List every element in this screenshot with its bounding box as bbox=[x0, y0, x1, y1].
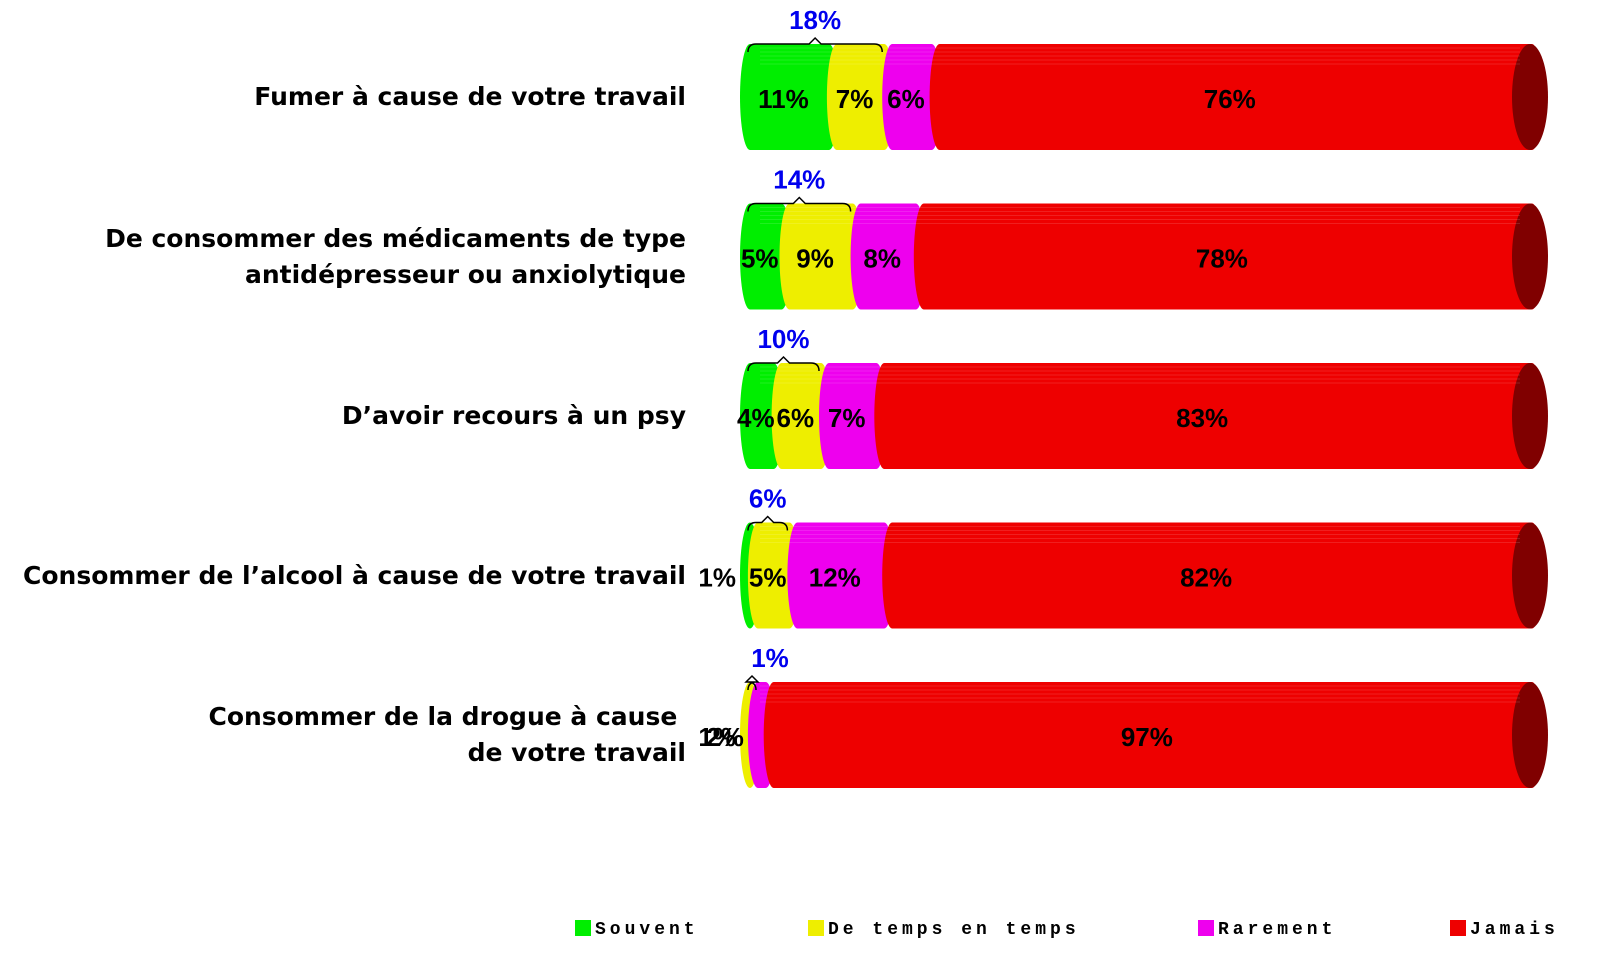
bar-segment bbox=[929, 44, 1542, 150]
segment-label: 5% bbox=[749, 562, 787, 592]
legend-swatch bbox=[1198, 920, 1214, 936]
bar-segment bbox=[882, 522, 1542, 629]
bar-segment bbox=[913, 203, 1542, 310]
total-label: 6% bbox=[749, 483, 787, 513]
category-label: De consommer des médicaments de type ant… bbox=[105, 223, 686, 289]
bar-segment bbox=[763, 682, 1542, 788]
segment-label: 83% bbox=[1176, 403, 1228, 433]
bar-end-cap bbox=[1512, 203, 1548, 310]
legend-swatch bbox=[808, 920, 824, 936]
legend-label: De temps en temps bbox=[828, 920, 1080, 940]
bar-segment bbox=[819, 363, 887, 469]
bar-segment bbox=[740, 363, 784, 469]
legend-swatch bbox=[575, 920, 591, 936]
segment-label: 4% bbox=[737, 403, 775, 433]
segment-label: 6% bbox=[887, 84, 925, 114]
bar-segment bbox=[747, 522, 800, 629]
segment-label: 97% bbox=[1121, 722, 1173, 752]
bar-segment bbox=[882, 44, 942, 150]
category-label: D’avoir recours à un psy bbox=[341, 401, 686, 430]
total-label: 1% bbox=[751, 643, 789, 673]
total-label: 10% bbox=[757, 324, 809, 354]
segment-label: 76% bbox=[1204, 84, 1256, 114]
segment-label: 11% bbox=[758, 84, 809, 114]
total-bracket bbox=[747, 515, 789, 531]
bar-segment bbox=[850, 203, 926, 310]
legend-swatch bbox=[1450, 920, 1466, 936]
category-label: Consommer de la drogue à cause de votre … bbox=[208, 702, 686, 767]
total-bracket bbox=[747, 355, 820, 372]
bar-segment bbox=[779, 203, 863, 310]
total-label: 14% bbox=[773, 164, 825, 194]
bar-end-cap bbox=[1512, 44, 1548, 150]
segment-label: 78% bbox=[1196, 243, 1248, 273]
total-bracket bbox=[747, 36, 883, 53]
category-label: Consommer de l’alcool à cause de votre t… bbox=[23, 560, 686, 590]
legend-label: Jamais bbox=[1470, 920, 1559, 940]
total-label: 18% bbox=[789, 5, 841, 35]
bar-segment bbox=[740, 203, 792, 310]
legend-label: Souvent bbox=[595, 920, 699, 940]
segment-label: 7% bbox=[836, 84, 874, 114]
segment-label: 5% bbox=[741, 243, 779, 273]
bar-end-cap bbox=[1512, 363, 1548, 469]
bar-segment bbox=[771, 363, 831, 469]
total-bracket bbox=[747, 196, 852, 212]
segment-label: 1% bbox=[698, 562, 736, 592]
segment-label: 2% bbox=[706, 722, 744, 752]
legend-label: Rarement bbox=[1218, 920, 1336, 940]
total-bracket bbox=[744, 674, 760, 691]
segment-label: 9% bbox=[796, 243, 834, 273]
segment-label: 82% bbox=[1180, 562, 1232, 592]
bar-segment bbox=[874, 363, 1542, 469]
category-label: Fumer à cause de votre travail bbox=[254, 82, 686, 111]
bar-segment bbox=[787, 522, 895, 629]
segment-label: 8% bbox=[863, 243, 901, 273]
segment-label: 6% bbox=[777, 403, 815, 433]
segment-label: 12% bbox=[809, 562, 861, 592]
bar-segment bbox=[740, 44, 839, 150]
segment-label: 1% bbox=[698, 722, 736, 752]
segment-label: 7% bbox=[828, 403, 866, 433]
bar-end-cap bbox=[1512, 682, 1548, 788]
bar-end-cap bbox=[1512, 522, 1548, 629]
bar-segment bbox=[826, 44, 895, 150]
